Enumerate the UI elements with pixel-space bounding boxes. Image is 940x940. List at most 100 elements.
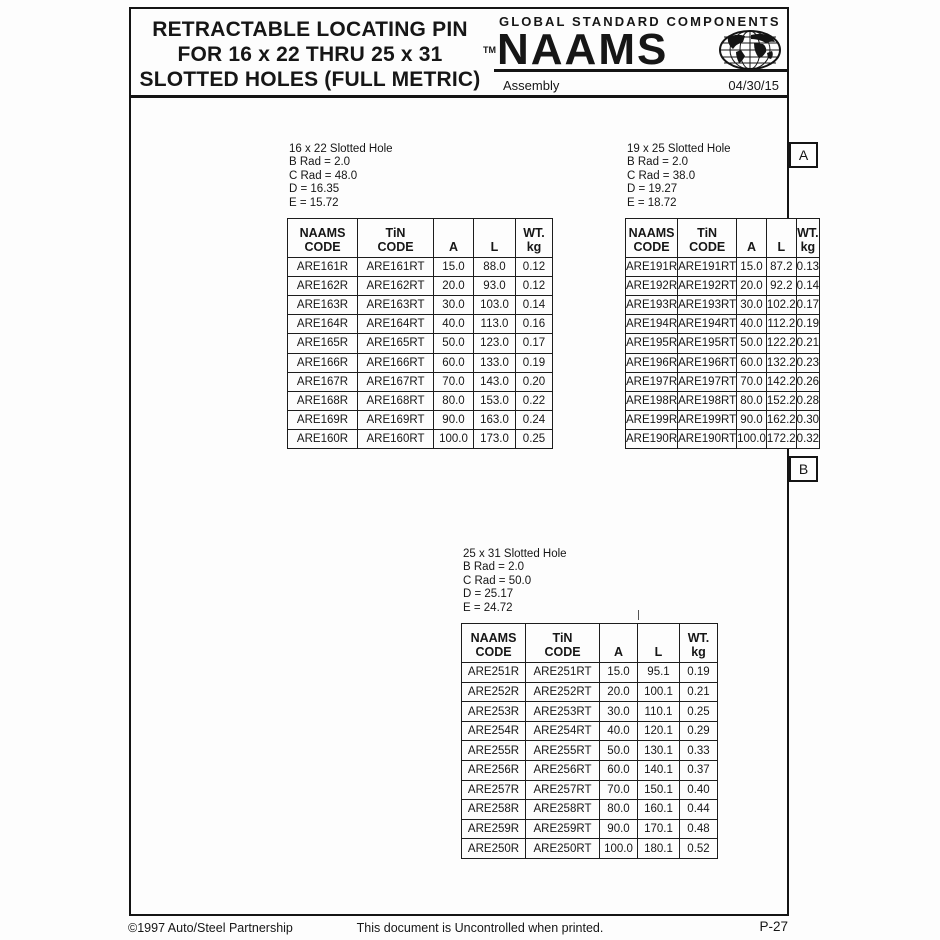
- table-cell: 0.14: [795, 276, 821, 297]
- table-cell: 0.24: [515, 409, 553, 430]
- table-cell: 0.25: [515, 428, 553, 449]
- table-row: ARE254R ARE254RT 40.0 120.1 0.29: [461, 720, 718, 742]
- table-cell: ARE254RT: [525, 720, 600, 742]
- table-cell: ARE257R: [461, 779, 526, 801]
- brand-logo: TM NAAMS: [483, 25, 784, 74]
- table-cell: ARE250R: [461, 838, 526, 859]
- note-line: E = 24.72: [463, 601, 513, 614]
- table-cell: 172.2: [765, 428, 797, 449]
- table-cell: 130.1: [637, 740, 680, 761]
- table-cell: ARE259RT: [525, 818, 600, 840]
- table-cell: ARE251R: [461, 662, 526, 683]
- table-cell: 0.12: [515, 257, 553, 278]
- data-table-19x25: NAAMS CODE TiN CODE A L WT. kg ARE191R ARE191R…: [624, 218, 821, 449]
- table-cell: 0.30: [795, 409, 821, 430]
- table-cell: 93.0: [473, 276, 516, 297]
- footer-copyright: ©1997 Auto/Steel Partnership: [128, 921, 293, 935]
- table-cell: 88.0: [473, 257, 516, 278]
- note-line: E = 18.72: [627, 196, 677, 209]
- table-cell: ARE252RT: [525, 681, 600, 703]
- table-cell: 133.0: [473, 352, 516, 373]
- footer-page-number: P-27: [759, 919, 788, 934]
- table-row: ARE160R ARE160RT 100.0 173.0 0.25: [287, 428, 553, 449]
- table-cell: ARE191RT: [677, 257, 738, 278]
- table-cell: 50.0: [599, 740, 638, 761]
- table-row: ARE165R ARE165RT 50.0 123.0 0.17: [287, 333, 553, 354]
- table-cell: 0.21: [679, 681, 718, 703]
- table-row: ARE191R ARE191RT 15.0 87.2 0.13: [624, 257, 821, 278]
- table-group-25x31: 25 x 31 Slotted Hole B Rad = 2.0 C Rad = 5…: [461, 548, 718, 859]
- zone-label-a: A: [789, 142, 818, 168]
- document-page: RETRACTABLE LOCATING PIN FOR 16 x 22 THR…: [129, 7, 821, 916]
- table-cell: 70.0: [736, 371, 767, 392]
- table-cell: ARE199R: [624, 409, 679, 430]
- table-row: ARE162R ARE162RT 20.0 93.0 0.12: [287, 276, 553, 297]
- table-cell: ARE193R: [624, 295, 679, 316]
- table-cell: 0.32: [795, 428, 821, 449]
- table-cell: ARE259R: [461, 818, 526, 840]
- page-title-line: RETRACTABLE LOCATING PIN: [152, 18, 468, 41]
- table-cell: 50.0: [433, 333, 474, 354]
- table-cell: ARE199RT: [677, 409, 738, 430]
- table-cell: ARE253R: [461, 701, 526, 722]
- table-cell: 0.25: [679, 701, 718, 722]
- table-header-row: NAAMS CODE TiN CODE A L WT. kg: [624, 218, 821, 259]
- table-cell: ARE256R: [461, 760, 526, 781]
- zone-label-b: B: [789, 456, 818, 482]
- table-cell: 60.0: [433, 352, 474, 373]
- table-cell: 15.0: [599, 662, 638, 683]
- table-cell: ARE166RT: [357, 352, 434, 373]
- table-cell: 20.0: [433, 276, 474, 297]
- note-line: 25 x 31 Slotted Hole: [463, 548, 567, 560]
- table-cell: ARE252R: [461, 681, 526, 703]
- table-cell: 30.0: [736, 295, 767, 316]
- table-cell: 110.1: [637, 701, 680, 722]
- table-cell: 30.0: [599, 701, 638, 722]
- table-row: ARE167R ARE167RT 70.0 143.0 0.20: [287, 371, 553, 392]
- table-cell: ARE166R: [287, 352, 358, 373]
- table-cell: ARE251RT: [525, 662, 600, 683]
- table-cell: 40.0: [736, 314, 767, 335]
- table-cell: 122.2: [765, 333, 797, 354]
- table-cell: ARE168RT: [357, 390, 434, 411]
- table-row: ARE195R ARE195RT 50.0 122.2 0.21: [624, 333, 821, 354]
- table-cell: ARE257RT: [525, 779, 600, 801]
- table-cell: 60.0: [599, 760, 638, 781]
- table-cell: 140.1: [637, 760, 680, 781]
- table-row: ARE257R ARE257RT 70.0 150.1 0.40: [461, 779, 718, 801]
- scan-artifact-tick: [638, 610, 639, 620]
- table-row: ARE161R ARE161RT 15.0 88.0 0.12: [287, 257, 553, 278]
- table-cell: 92.2: [765, 276, 797, 297]
- column-header: A: [433, 218, 474, 259]
- table-cell: ARE165RT: [357, 333, 434, 354]
- table-cell: 90.0: [599, 818, 638, 840]
- column-header: TiN CODE: [357, 218, 434, 259]
- note-line: C Rad = 50.0: [463, 574, 532, 587]
- column-header: NAAMS CODE: [624, 218, 679, 259]
- table-notes: 16 x 22 Slotted Hole B Rad = 2.0 C Rad = 4…: [289, 143, 553, 210]
- table-cell: 87.2: [765, 257, 797, 278]
- table-cell: ARE163R: [287, 295, 358, 316]
- table-cell: ARE169RT: [357, 409, 434, 430]
- table-cell: 0.28: [795, 390, 821, 411]
- table-row: ARE166R ARE166RT 60.0 133.0 0.19: [287, 352, 553, 373]
- table-cell: ARE258RT: [525, 799, 600, 820]
- table-notes: 19 x 25 Slotted Hole B Rad = 2.0 C Rad = 3…: [627, 143, 820, 210]
- table-cell: 0.44: [679, 799, 718, 820]
- table-cell: 15.0: [433, 257, 474, 278]
- data-table-25x31: NAAMS CODE TiN CODE A L WT. kg ARE251R ARE251R…: [461, 623, 718, 859]
- table-cell: ARE193RT: [677, 295, 738, 316]
- table-group-19x25: 19 x 25 Slotted Hole B Rad = 2.0 C Rad = 3…: [624, 143, 821, 449]
- table-cell: 0.29: [679, 720, 718, 742]
- table-cell: ARE194RT: [677, 314, 738, 335]
- note-line: D = 25.17: [463, 588, 514, 601]
- table-cell: 113.0: [473, 314, 516, 335]
- column-header: NAAMS CODE: [287, 218, 358, 259]
- note-line: D = 16.35: [289, 183, 340, 196]
- table-cell: 90.0: [433, 409, 474, 430]
- table-cell: 0.23: [795, 352, 821, 373]
- table-cell: 0.19: [795, 314, 821, 335]
- table-row: ARE253R ARE253RT 30.0 110.1 0.25: [461, 701, 718, 722]
- table-row: ARE198R ARE198RT 80.0 152.2 0.28: [624, 390, 821, 411]
- brand-meta: Assembly 04/30/15: [503, 75, 779, 97]
